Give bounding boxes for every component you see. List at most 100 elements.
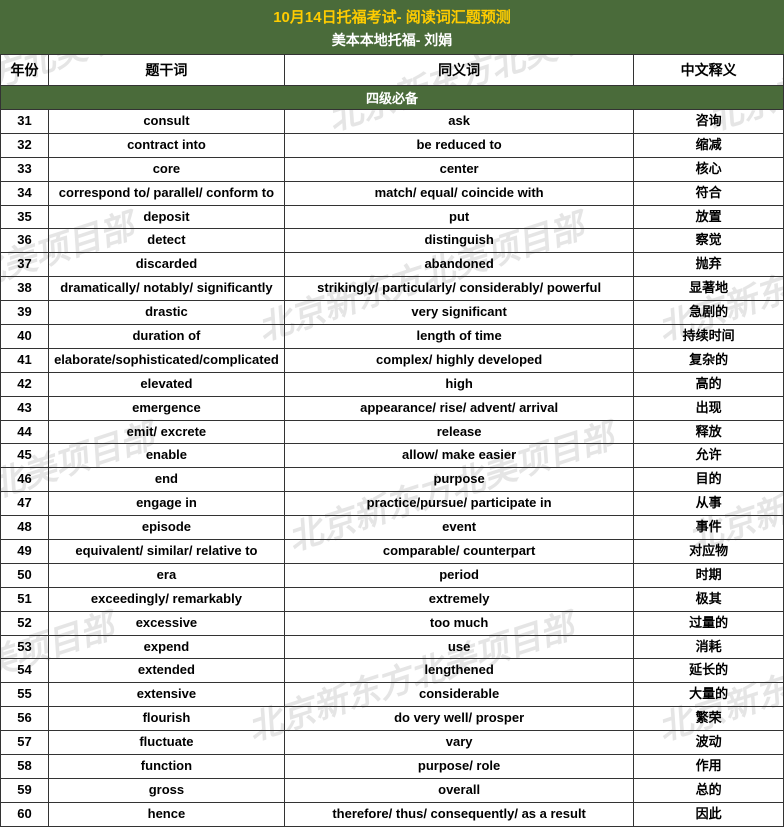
table-row: 31consultask咨询: [1, 110, 784, 134]
table-row: 50eraperiod时期: [1, 563, 784, 587]
table-row: 58functionpurpose/ role作用: [1, 755, 784, 779]
row-chinese: 波动: [634, 731, 784, 755]
row-synonym: extremely: [284, 587, 633, 611]
table-row: 38dramatically/ notably/ significantlyst…: [1, 277, 784, 301]
row-synonym: considerable: [284, 683, 633, 707]
row-chinese: 缩减: [634, 133, 784, 157]
table-row: 47engage inpractice/pursue/ participate …: [1, 492, 784, 516]
row-term: deposit: [48, 205, 284, 229]
row-chinese: 对应物: [634, 540, 784, 564]
row-chinese: 高的: [634, 372, 784, 396]
table-row: 57fluctuatevary波动: [1, 731, 784, 755]
row-chinese: 因此: [634, 802, 784, 826]
row-chinese: 极其: [634, 587, 784, 611]
table-row: 39drasticvery significant急剧的: [1, 301, 784, 325]
row-chinese: 察觉: [634, 229, 784, 253]
row-term: flourish: [48, 707, 284, 731]
table-row: 40duration oflength of time持续时间: [1, 325, 784, 349]
row-number: 57: [1, 731, 49, 755]
table-row: 60hencetherefore/ thus/ consequently/ as…: [1, 802, 784, 826]
row-chinese: 放置: [634, 205, 784, 229]
table-row: 56flourishdo very well/ prosper繁荣: [1, 707, 784, 731]
row-number: 56: [1, 707, 49, 731]
row-term: detect: [48, 229, 284, 253]
row-number: 60: [1, 802, 49, 826]
row-synonym: high: [284, 372, 633, 396]
row-chinese: 延长的: [634, 659, 784, 683]
table-row: 48episodeevent事件: [1, 516, 784, 540]
row-synonym: therefore/ thus/ consequently/ as a resu…: [284, 802, 633, 826]
row-chinese: 咨询: [634, 110, 784, 134]
col-year-header: 年份: [1, 55, 49, 86]
row-synonym: length of time: [284, 325, 633, 349]
row-synonym: too much: [284, 611, 633, 635]
row-term: era: [48, 563, 284, 587]
row-term: discarded: [48, 253, 284, 277]
row-term: engage in: [48, 492, 284, 516]
table-row: 59grossoverall总的: [1, 778, 784, 802]
row-term: contract into: [48, 133, 284, 157]
section-row: 四级必备: [1, 86, 784, 110]
table-row: 42elevatedhigh高的: [1, 372, 784, 396]
row-number: 47: [1, 492, 49, 516]
row-term: equivalent/ similar/ relative to: [48, 540, 284, 564]
header-title: 10月14日托福考试- 阅读词汇题预测: [0, 6, 784, 30]
row-term: exceedingly/ remarkably: [48, 587, 284, 611]
table-row: 43emergenceappearance/ rise/ advent/ arr…: [1, 396, 784, 420]
table-row: 46endpurpose目的: [1, 468, 784, 492]
row-number: 43: [1, 396, 49, 420]
table-row: 41elaborate/sophisticated/complicatedcom…: [1, 348, 784, 372]
row-synonym: event: [284, 516, 633, 540]
row-number: 54: [1, 659, 49, 683]
vocab-table-container: 10月14日托福考试- 阅读词汇题预测 美本本地托福- 刘娟 年份 题干词 同义…: [0, 0, 784, 827]
row-term: excessive: [48, 611, 284, 635]
row-term: core: [48, 157, 284, 181]
row-synonym: strikingly/ particularly/ considerably/ …: [284, 277, 633, 301]
row-number: 55: [1, 683, 49, 707]
row-synonym: release: [284, 420, 633, 444]
row-chinese: 释放: [634, 420, 784, 444]
row-synonym: allow/ make easier: [284, 444, 633, 468]
row-chinese: 过量的: [634, 611, 784, 635]
row-chinese: 事件: [634, 516, 784, 540]
row-chinese: 目的: [634, 468, 784, 492]
row-synonym: center: [284, 157, 633, 181]
row-chinese: 总的: [634, 778, 784, 802]
row-number: 37: [1, 253, 49, 277]
row-synonym: match/ equal/ coincide with: [284, 181, 633, 205]
table-row: 45enableallow/ make easier允许: [1, 444, 784, 468]
row-chinese: 作用: [634, 755, 784, 779]
row-synonym: appearance/ rise/ advent/ arrival: [284, 396, 633, 420]
vocab-table: 年份 题干词 同义词 中文释义 四级必备 31consultask咨询32con…: [0, 54, 784, 827]
row-chinese: 抛弃: [634, 253, 784, 277]
row-number: 40: [1, 325, 49, 349]
row-chinese: 显著地: [634, 277, 784, 301]
row-term: fluctuate: [48, 731, 284, 755]
row-number: 36: [1, 229, 49, 253]
row-term: episode: [48, 516, 284, 540]
table-row: 33corecenter核心: [1, 157, 784, 181]
row-synonym: practice/pursue/ participate in: [284, 492, 633, 516]
row-term: correspond to/ parallel/ conform to: [48, 181, 284, 205]
table-row: 54extendedlengthened延长的: [1, 659, 784, 683]
header-subtitle: 美本本地托福- 刘娟: [0, 30, 784, 50]
row-synonym: put: [284, 205, 633, 229]
row-number: 50: [1, 563, 49, 587]
row-number: 41: [1, 348, 49, 372]
section-label: 四级必备: [1, 86, 784, 110]
row-chinese: 大量的: [634, 683, 784, 707]
row-term: elaborate/sophisticated/complicated: [48, 348, 284, 372]
table-row: 36detectdistinguish察觉: [1, 229, 784, 253]
row-number: 52: [1, 611, 49, 635]
row-term: extensive: [48, 683, 284, 707]
table-row: 52excessivetoo much过量的: [1, 611, 784, 635]
row-number: 51: [1, 587, 49, 611]
row-synonym: very significant: [284, 301, 633, 325]
table-row: 55extensiveconsiderable大量的: [1, 683, 784, 707]
col-synonym-header: 同义词: [284, 55, 633, 86]
row-chinese: 急剧的: [634, 301, 784, 325]
row-number: 33: [1, 157, 49, 181]
row-number: 34: [1, 181, 49, 205]
row-synonym: use: [284, 635, 633, 659]
table-row: 34correspond to/ parallel/ conform tomat…: [1, 181, 784, 205]
